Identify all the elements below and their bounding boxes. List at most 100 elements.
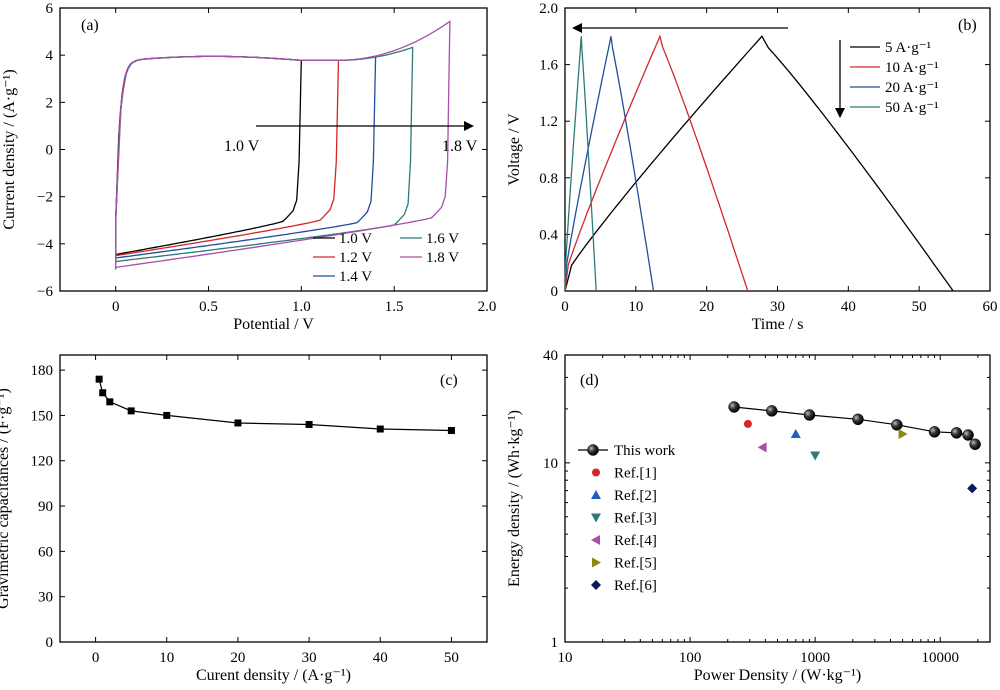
panel-d-ylabel: Energy density / (Wh·kg⁻¹) <box>506 410 523 587</box>
panel-d-ytick-label: 10 <box>543 456 558 472</box>
panel-b-xlabel: Time / s <box>752 316 804 333</box>
panel-c-frame <box>59 354 488 643</box>
panel-c-ytick-label: 90 <box>38 499 53 515</box>
panel-c-axes: 0 10 20 30 40 50 0 30 60 90 120 150 180 Curent densit… <box>0 354 488 684</box>
panel-d-series-1-point <box>928 426 941 438</box>
panel-a-xlabel: Potential / V <box>233 316 314 333</box>
panel-d-series-1-point <box>969 438 981 451</box>
panel-d-series-1-point <box>852 413 864 426</box>
panel-c-point <box>106 398 114 406</box>
panel-d-series-2-point <box>743 419 752 428</box>
panel-d-legend-label: Ref.[6] <box>614 578 657 594</box>
panel-a: (a) 1.0 V 1.8 V <box>81 17 478 155</box>
panel-d-series-1-point <box>950 427 963 439</box>
panel-d-series-7-point <box>967 483 978 494</box>
panel-c: (c) <box>440 372 458 389</box>
panel-b-series-1-line <box>564 35 954 292</box>
panel-a-ylabel: Current density / (A·g⁻¹) <box>1 69 18 229</box>
panel-a-xtick-label: 1.0 <box>292 299 311 315</box>
panel-b-legend: 5 A·g⁻¹ 10 A·g⁻¹ 20 A·g⁻¹ 50 A·g⁻¹ <box>850 40 939 116</box>
panel-b-xtick-label: 30 <box>770 299 785 315</box>
panel-c-series-line <box>98 379 452 432</box>
panel-d-ytick-label: 1 <box>551 635 559 651</box>
panel-d-series-1-point <box>728 401 740 413</box>
panel-b-ytick-label: 1.2 <box>539 114 558 130</box>
panel-d-xtick-label: 100 <box>679 650 702 666</box>
panel-b-xtick-label: 20 <box>699 299 714 315</box>
panel-a-ytick-label: −4 <box>37 237 53 253</box>
panel-c-point <box>99 389 107 397</box>
panel-c-xtick-label: 10 <box>159 650 174 666</box>
panel-a-frame <box>59 7 488 292</box>
panel-a-ytick-label: 0 <box>46 143 54 159</box>
panel-d-series <box>728 401 981 494</box>
panel-c-ytick-label: 150 <box>31 408 54 424</box>
panel-d-legend-label: Ref.[4] <box>614 533 657 549</box>
panel-c-xlabel: Curent density / (A·g⁻¹) <box>196 667 351 684</box>
panel-b-legend-label: 10 A·g⁻¹ <box>885 60 939 76</box>
panel-d-legend-label: Ref.[2] <box>614 488 657 504</box>
panel-c-ytick-label: 60 <box>38 544 53 560</box>
panel-b-ylabel: Voltage / V <box>506 113 523 186</box>
panel-b-xtick-label: 0 <box>561 299 569 315</box>
panel-b-legend-label: 20 A·g⁻¹ <box>885 80 939 96</box>
panel-b-series-3-line <box>564 36 655 292</box>
panel-c-xtick-label: 30 <box>302 650 317 666</box>
panel-a-series-1-line <box>115 55 302 257</box>
panel-b-tag: (b) <box>958 17 977 34</box>
panel-a-ytick-label: −6 <box>37 284 53 300</box>
panel-d-series-5-point <box>757 442 767 453</box>
panel-d-legend: This work Ref.[1] Ref.[2] Ref.[3] Ref.[4] Ref… <box>578 443 676 594</box>
panel-c-series <box>95 375 455 435</box>
panel-a-ytick-label: 6 <box>46 1 54 17</box>
panel-b-xtick-label: 40 <box>841 299 856 315</box>
panel-c-xtick-label: 0 <box>92 650 100 666</box>
panel-d-legend-label: Ref.[1] <box>614 466 657 482</box>
panel-b-legend-label: 5 A·g⁻¹ <box>885 40 931 56</box>
panel-b-ytick-label: 1.6 <box>539 58 558 74</box>
panel-a-legend-label: 1.4 V <box>339 269 372 285</box>
panel-d-legend-marker <box>591 535 600 545</box>
panel-b-ytick-label: 0.8 <box>539 171 558 187</box>
panel-a-ytick-label: −2 <box>37 190 53 206</box>
panel-c-ytick-label: 30 <box>38 590 53 606</box>
panel-b-arrow-top <box>572 23 788 33</box>
panel-b-ytick-label: 0.4 <box>539 227 558 243</box>
panel-a-series-2-line <box>115 55 340 258</box>
panel-d-legend-marker <box>591 580 601 590</box>
panel-a-xtick-label: 0 <box>112 299 120 315</box>
panel-c-point <box>95 375 103 383</box>
panel-d-xtick-label: 1000 <box>800 650 830 666</box>
panel-b-xtick-label: 50 <box>912 299 927 315</box>
panel-c-point <box>234 419 242 427</box>
panel-d-legend-label: Ref.[3] <box>614 511 657 527</box>
panel-b-axes: 0 10 20 30 40 50 60 0 0.4 0.8 1.2 1.6 2.0 Time / s Vol… <box>506 1 998 333</box>
panel-b-arrow-top-head <box>572 23 582 33</box>
panel-d-series-4-point <box>810 451 821 461</box>
panel-d-series-1-point <box>962 429 974 441</box>
panel-b-arrow-down <box>835 40 845 118</box>
panel-c-point <box>305 420 313 428</box>
panel-d-series-1-point <box>891 419 903 431</box>
panel-b-arrow-down-head <box>835 108 845 118</box>
panel-d-xtick-label: 10000 <box>921 650 959 666</box>
panel-a-annotation-start: 1.0 V <box>224 138 260 155</box>
panel-d-series-1-point <box>766 405 778 417</box>
panel-c-xtick-label: 40 <box>373 650 388 666</box>
panel-d-ytick-label: 40 <box>543 348 558 364</box>
panel-a-series <box>115 20 451 270</box>
panel-b-series <box>564 34 954 292</box>
panel-d-tag: (d) <box>580 372 599 389</box>
panel-a-ytick-label: 2 <box>46 95 54 111</box>
panel-a-legend-label: 1.6 V <box>426 231 459 247</box>
panel-d-legend-label: Ref.[5] <box>614 556 657 572</box>
panel-b: (b) <box>958 17 977 34</box>
panel-c-xtick-label: 50 <box>444 650 459 666</box>
panel-d-legend-marker <box>591 490 601 499</box>
panel-d: (d) <box>580 372 599 389</box>
panel-a-legend: 1.0 V 1.6 V 1.2 V 1.8 V 1.4 V <box>313 231 459 285</box>
panel-d-legend-label: This work <box>614 443 676 459</box>
panel-a-xtick-label: 2.0 <box>478 299 497 315</box>
